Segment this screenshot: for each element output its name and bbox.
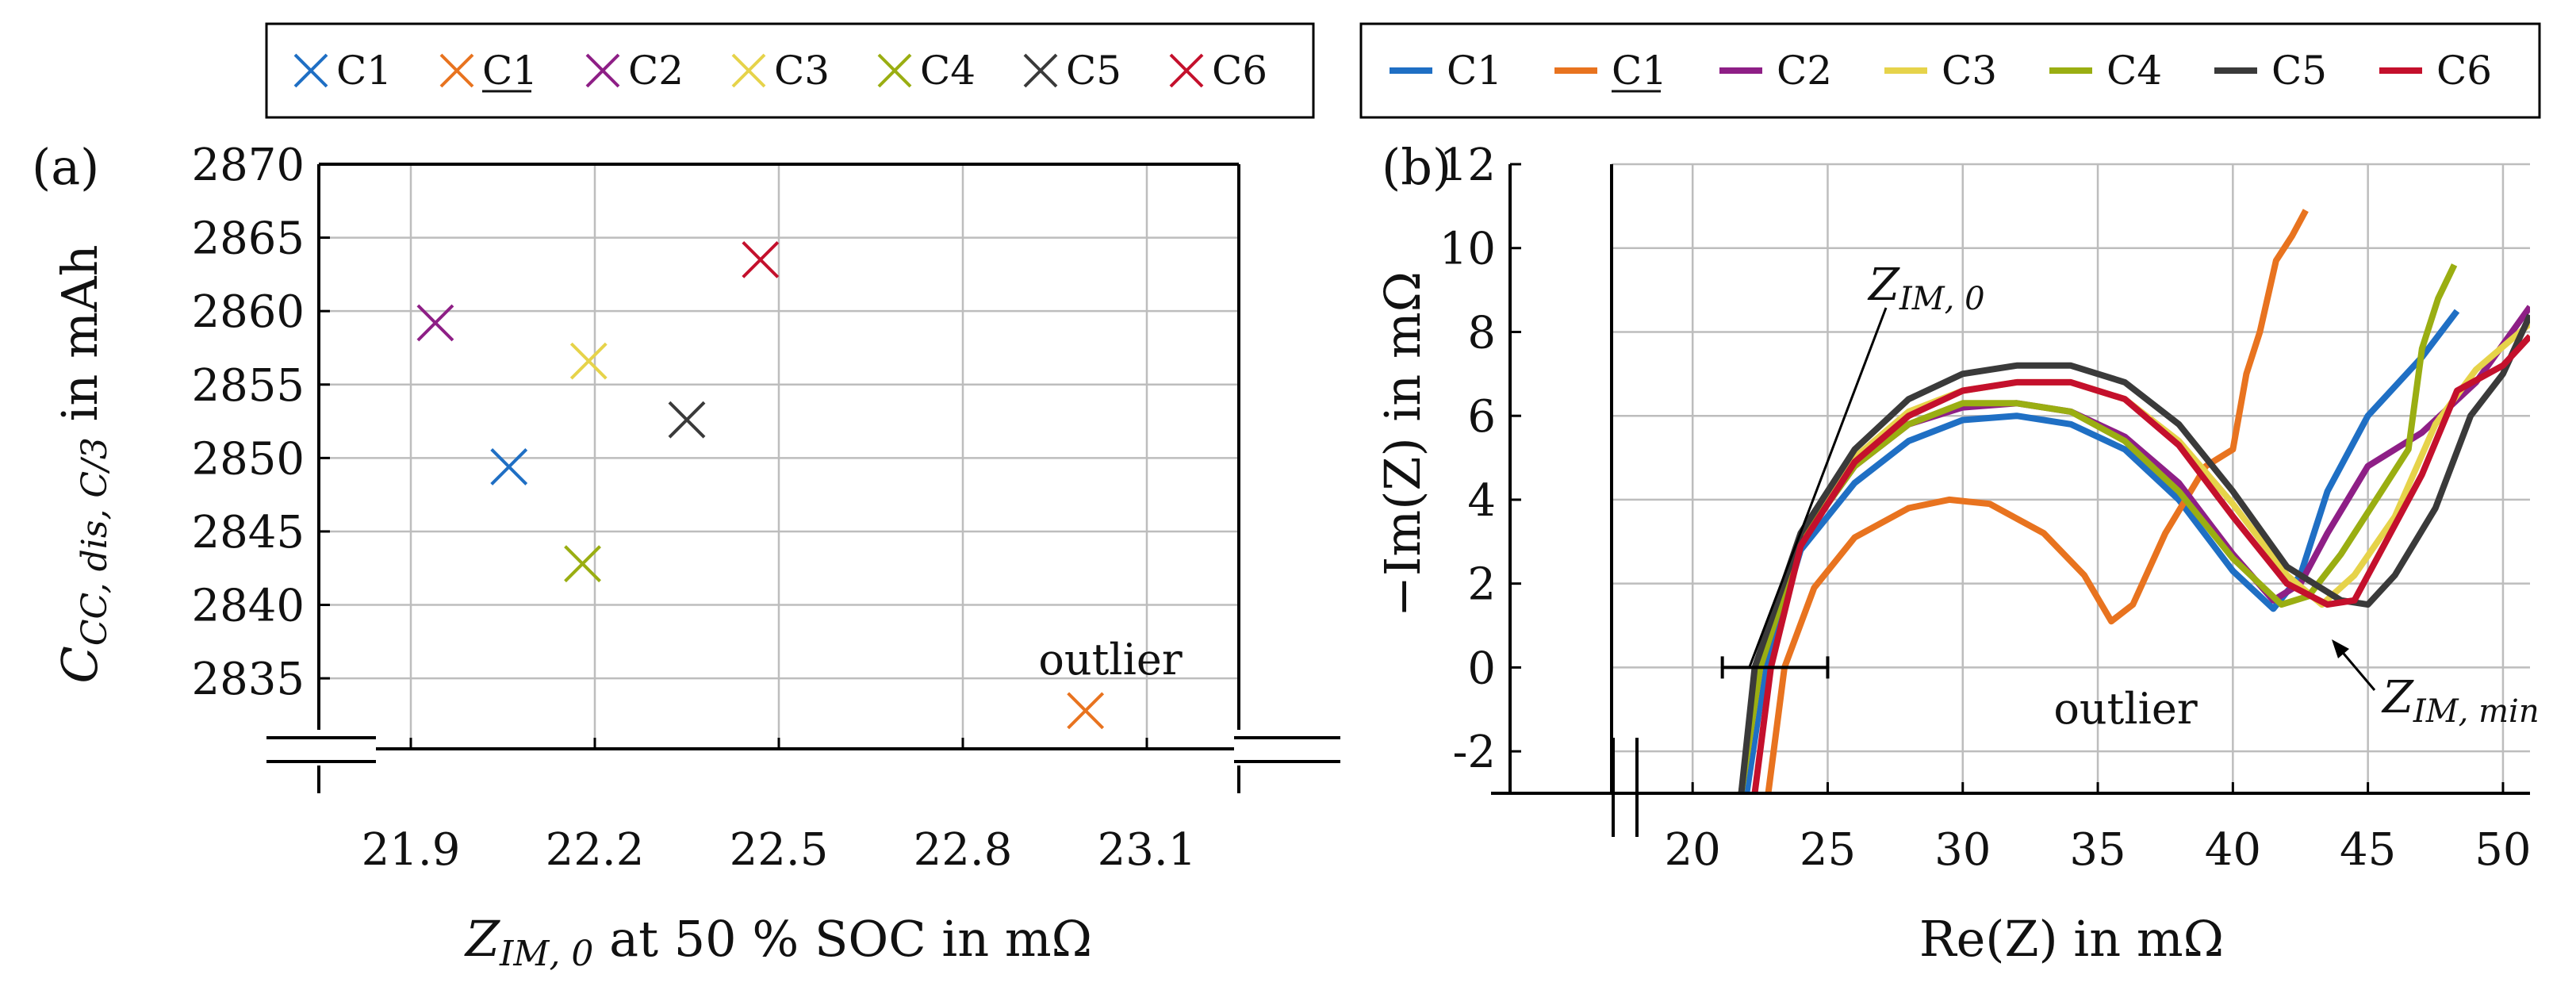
panel-b-legend-label-1: C1 [1447, 48, 1502, 94]
panel-a-ytick-label: 2850 [191, 433, 305, 485]
panel-a-legend-swatch-5 [877, 53, 912, 88]
panel-a-point-c5 [668, 401, 706, 439]
panel-a-legend-box [265, 22, 1315, 119]
panel-a-label: (a) [32, 138, 99, 196]
panel-a-xtick-label: 22.8 [914, 824, 1013, 876]
panel-a-legend-label-5: C4 [920, 48, 976, 94]
panel-a-point-c6 [742, 240, 780, 278]
panel-b-ytick-label: 4 [1467, 475, 1496, 527]
panel-a-break-mask-1 [266, 738, 376, 762]
panel-b-xtick-label: 45 [2340, 824, 2396, 876]
panel-b-z0-annotation: ZIM, 0 [1867, 259, 1985, 317]
panel-a-ytick-label: 2865 [191, 213, 305, 265]
panel-b-zmin-arrow [2338, 648, 2376, 691]
panel-a-xtick-label: 22.5 [730, 824, 829, 876]
panel-a-point-c4 [564, 545, 601, 583]
panel-b-ytick-label: 8 [1467, 307, 1496, 359]
panel-b-zmin-arrowhead [2332, 639, 2349, 658]
panel-a-ytick-label: 2840 [191, 581, 305, 632]
panel-b-label: (b) [1382, 138, 1451, 196]
panel-b-legend-label-3: C2 [1777, 48, 1832, 94]
panel-a-outlier-annotation: outlier [1038, 635, 1182, 685]
panel-a-ytick-label: 2835 [191, 654, 305, 705]
panel-a-legend-swatch-2 [439, 53, 474, 88]
panel-a-xlabel: ZIM, 0 at 50 % SOC in mΩ [464, 910, 1092, 974]
panel-a-ytick-label: 2845 [191, 507, 305, 558]
panel-b-xtick-label: 50 [2474, 824, 2531, 876]
panel-b-ytick-label: 10 [1439, 224, 1496, 275]
panel-b-series-c6 [1751, 334, 2530, 793]
panel-b-xtick-label: 40 [2205, 824, 2261, 876]
panel-a-break-mask-2 [1234, 738, 1340, 762]
panel-b-ytick-label: -2 [1452, 727, 1496, 778]
panel-a-ylabel: CCC, dis, C/3 in mAh [51, 244, 115, 683]
panel-a-legend-label-1: C1 [336, 48, 392, 94]
panel-b-series-c5 [1738, 313, 2530, 793]
panel-b-legend-label-6: C5 [2271, 48, 2327, 94]
panel-b-zmin-annotation: ZIM, min [2381, 672, 2540, 730]
panel-a-legend-label-7: C6 [1212, 48, 1267, 94]
panel-a-point-c3 [569, 342, 608, 380]
panel-b-series-c1-underlined [1765, 209, 2309, 793]
panel-a-legend-label-2: C1 [482, 48, 538, 94]
panel-a-legend-swatch-7 [1169, 53, 1204, 88]
panel-b-ytick-label: 12 [1439, 140, 1496, 191]
panel-a-ytick-label: 2870 [191, 140, 305, 191]
panel-a-legend-swatch-1 [293, 53, 328, 88]
panel-a-legend-label-4: C3 [774, 48, 830, 94]
panel-b-legend-label-4: C3 [1942, 48, 1997, 94]
panel-b-xtick-label: 30 [1934, 824, 1991, 876]
panel-a-legend-swatch-4 [731, 53, 766, 88]
panel-a-point-c1 [490, 448, 528, 485]
panel-b-xlabel: Re(Z) in mΩ [1919, 910, 2224, 968]
panel-b-legend-label-7: C6 [2436, 48, 2492, 94]
panel-b-ytick-label: 0 [1467, 643, 1496, 694]
panel-b-legend-label-2: C1 [1612, 48, 1667, 94]
panel-a-xtick-label: 21.9 [362, 824, 461, 876]
panel-b-series-c1 [1743, 309, 2460, 793]
panel-a-xtick-label: 23.1 [1098, 824, 1197, 876]
panel-a-legend-label-6: C5 [1066, 48, 1121, 94]
panel-b-xtick-label: 35 [2069, 824, 2126, 876]
panel-b-outlier-annotation: outlier [2053, 684, 2197, 734]
panel-a-legend-swatch-6 [1023, 53, 1058, 88]
panel-b-legend-label-5: C4 [2106, 48, 2162, 94]
panel-a-legend-label-3: C2 [628, 48, 684, 94]
panel-a-legend-swatch-3 [585, 53, 620, 88]
panel-b-ytick-label: 6 [1467, 391, 1496, 443]
panel-b-ylabel: −Im(Z) in mΩ [1374, 271, 1432, 617]
panel-a-point-c1-underlined [1067, 692, 1105, 730]
panel-a-ytick-label: 2855 [191, 360, 305, 412]
panel-a-ytick-label: 2860 [191, 286, 305, 338]
panel-a: C1 C1 C2 C3 C4 C5 C6 2835 2840 2845 2850 2855 2860 28… [32, 22, 1340, 974]
panel-a-point-c2 [416, 304, 454, 342]
panel-b-ytick-label: 2 [1467, 559, 1496, 611]
panel-a-xtick-label: 22.2 [546, 824, 645, 876]
panel-b-z0-leader [1748, 307, 1888, 668]
panel-b-xtick-label: 20 [1665, 824, 1721, 876]
panel-b-xtick-label: 25 [1800, 824, 1856, 876]
panel-b: C1 C1 C2 C3 C4 C5 C6 -2 0 2 4 6 8 10 12 20 25 30 35 40 45 50 Z… [1359, 22, 2541, 968]
